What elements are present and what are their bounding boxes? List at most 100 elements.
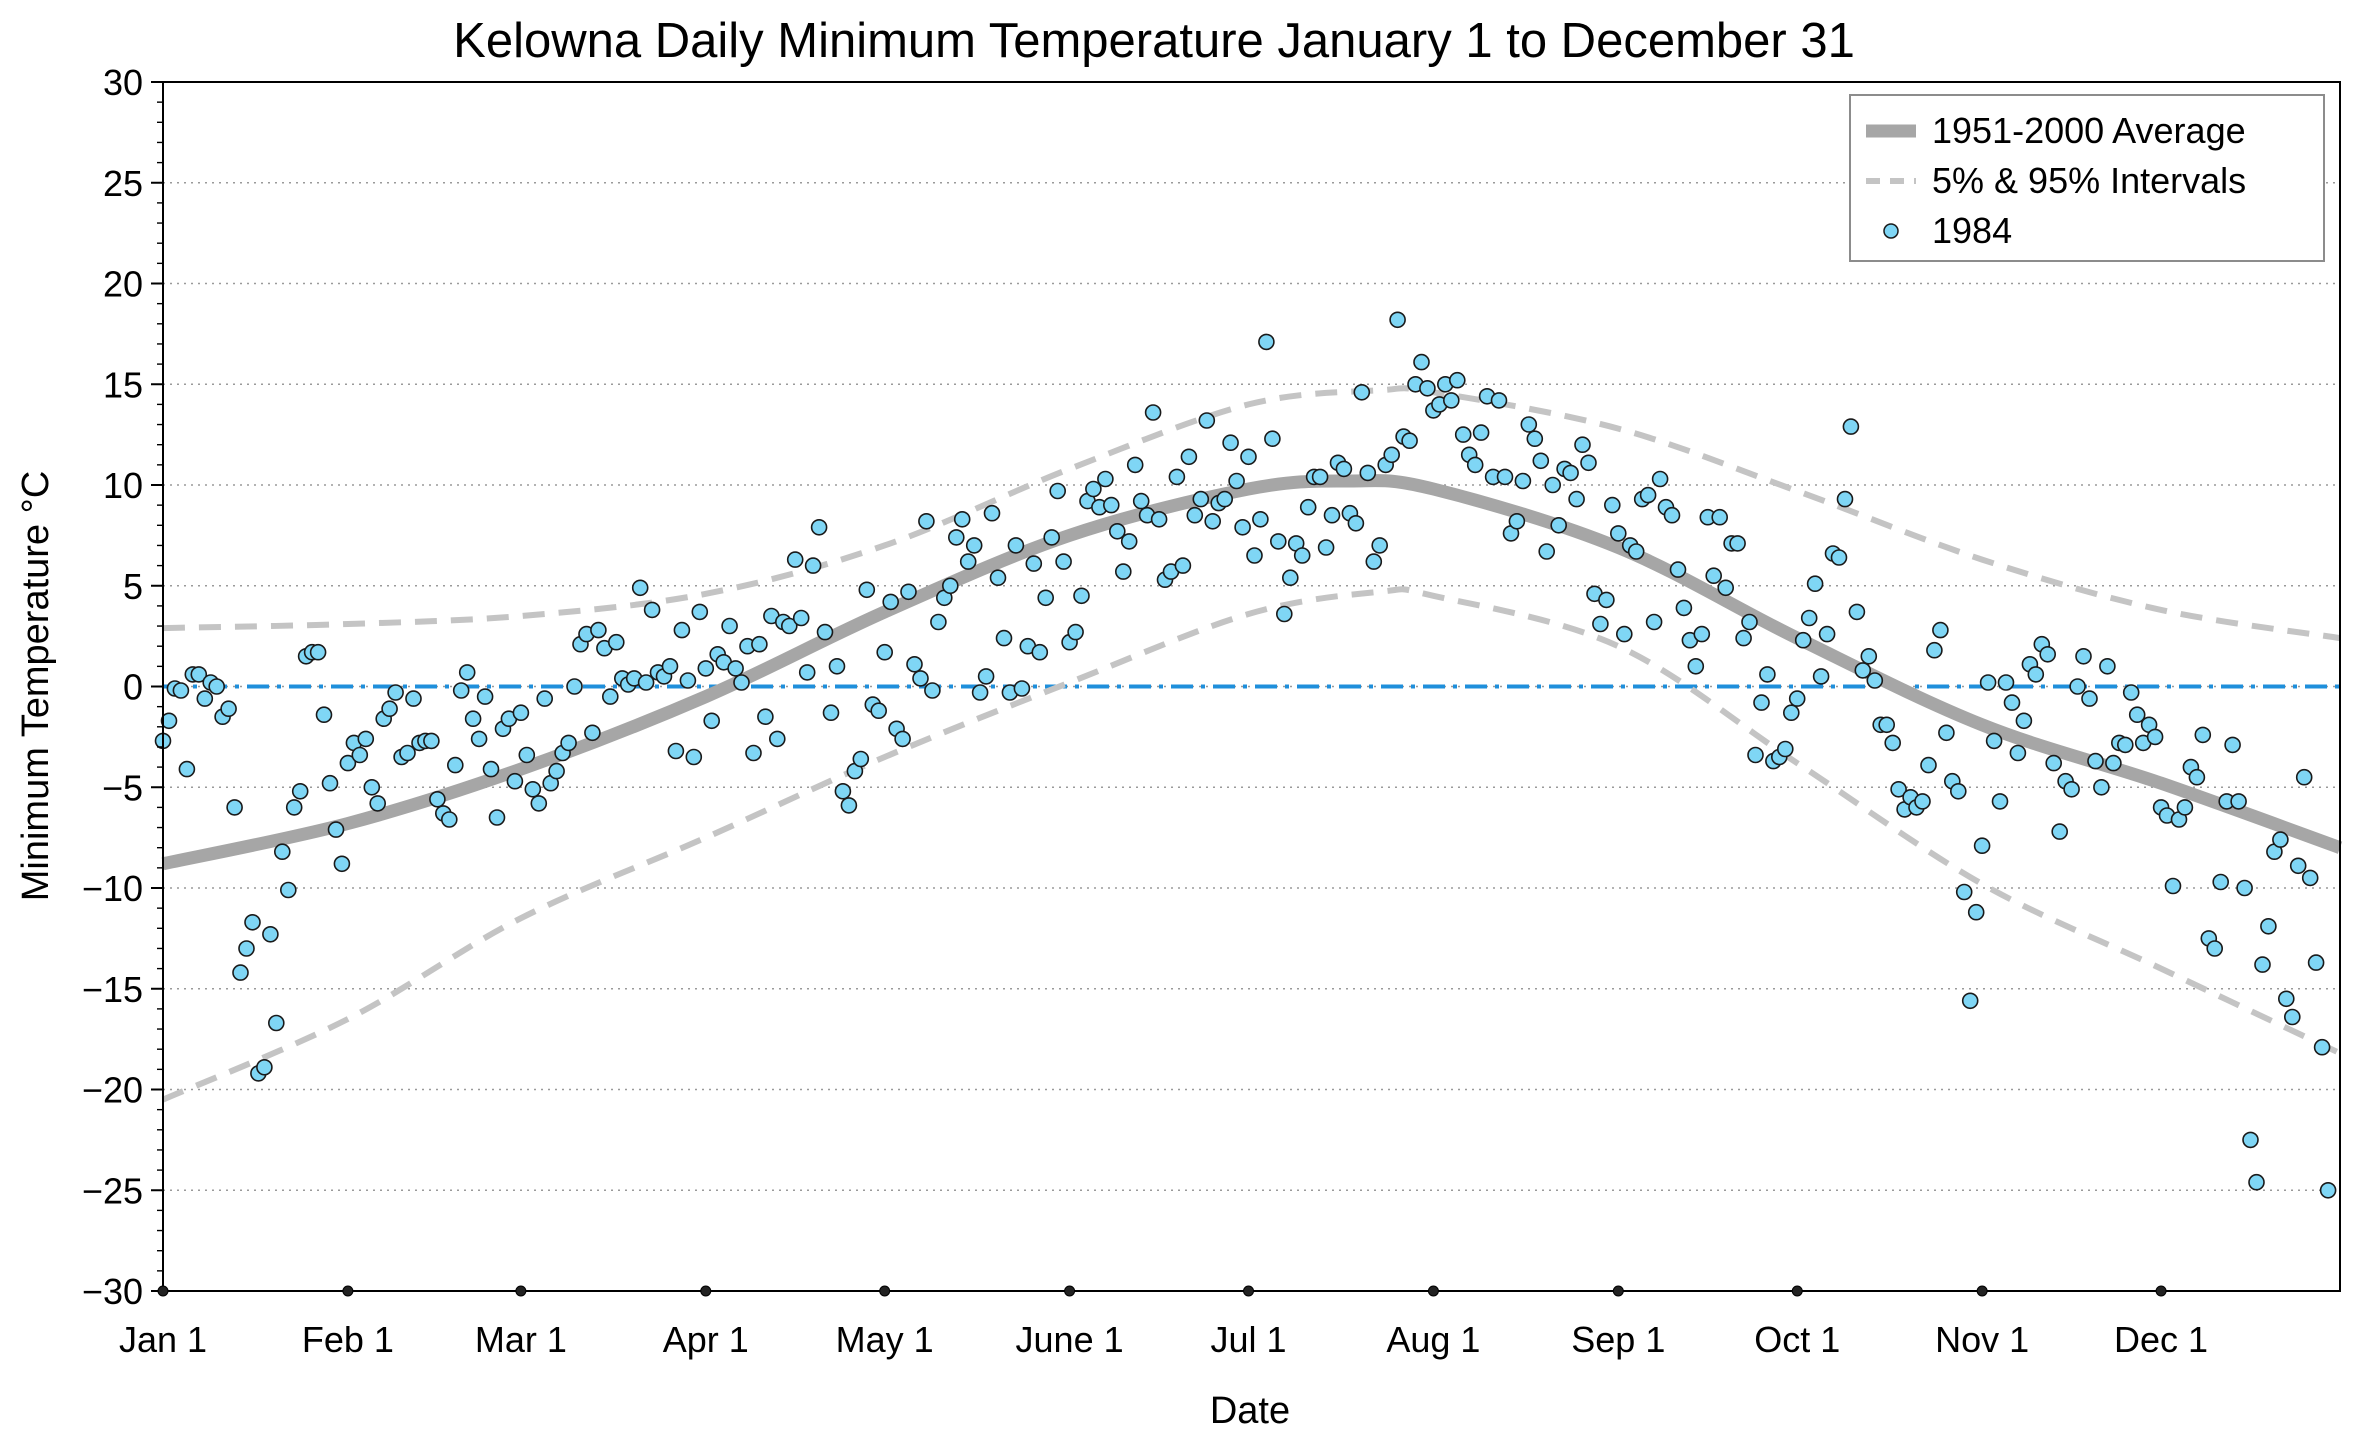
data-point bbox=[1222, 434, 1239, 452]
data-point bbox=[548, 762, 565, 780]
data-point bbox=[1317, 539, 1335, 556]
data-point bbox=[1717, 579, 1734, 597]
x-tick-marker bbox=[1064, 1285, 1076, 1297]
data-point bbox=[518, 746, 536, 764]
data-point bbox=[1592, 615, 1609, 633]
y-axis-label: Minimum Temperature °C bbox=[15, 471, 57, 902]
data-point bbox=[2176, 799, 2194, 816]
data-point bbox=[1508, 512, 1526, 530]
data-point bbox=[333, 855, 351, 873]
data-point bbox=[947, 529, 965, 546]
data-point bbox=[1520, 416, 1538, 433]
data-point bbox=[792, 609, 810, 627]
interval-lower-line bbox=[161, 586, 2342, 1103]
data-point bbox=[446, 756, 464, 774]
data-point bbox=[273, 843, 291, 861]
data-point bbox=[2301, 869, 2319, 887]
data-point bbox=[1627, 543, 1645, 560]
data-point bbox=[285, 799, 303, 816]
x-tick-label: Dec 1 bbox=[2114, 1319, 2208, 1360]
x-tick-marker bbox=[515, 1285, 527, 1297]
data-point bbox=[1854, 662, 1872, 679]
data-point bbox=[1168, 468, 1186, 486]
data-point bbox=[691, 603, 709, 621]
data-point bbox=[387, 684, 404, 701]
data-point bbox=[1359, 464, 1377, 482]
data-point bbox=[995, 629, 1013, 647]
data-points bbox=[154, 311, 2337, 1199]
data-point bbox=[1651, 470, 1669, 488]
data-point bbox=[1299, 498, 1317, 516]
interval-upper-line bbox=[162, 385, 2341, 642]
legend-box bbox=[1849, 94, 2325, 262]
data-point bbox=[267, 1014, 285, 1032]
x-tick-label: Jul 1 bbox=[1210, 1319, 1286, 1360]
data-point bbox=[1246, 547, 1263, 564]
data-point bbox=[363, 778, 381, 796]
y-tick-label: 5 bbox=[123, 566, 143, 607]
data-point bbox=[2212, 873, 2229, 891]
data-point bbox=[244, 913, 261, 931]
data-point bbox=[971, 684, 989, 701]
data-point bbox=[1180, 448, 1198, 466]
data-point bbox=[637, 674, 655, 691]
data-point bbox=[798, 664, 816, 681]
data-point bbox=[607, 633, 625, 651]
data-point bbox=[2087, 752, 2104, 770]
data-point bbox=[1950, 782, 1967, 800]
data-point bbox=[190, 666, 208, 683]
data-point bbox=[780, 617, 798, 635]
y-tick-label: −30 bbox=[82, 1271, 143, 1312]
data-point bbox=[2045, 754, 2062, 772]
x-tick-label: Nov 1 bbox=[1935, 1319, 2029, 1360]
data-point bbox=[1252, 510, 1269, 528]
data-point bbox=[2313, 1038, 2331, 1056]
data-point bbox=[1788, 690, 1806, 707]
data-point bbox=[1747, 746, 1764, 764]
data-point bbox=[1109, 522, 1126, 540]
data-point bbox=[399, 744, 416, 762]
data-point bbox=[351, 746, 369, 764]
x-tick-label: Apr 1 bbox=[663, 1319, 749, 1360]
data-point bbox=[1228, 472, 1245, 490]
data-point bbox=[405, 690, 422, 707]
data-point bbox=[2099, 657, 2116, 675]
x-tick-label: Mar 1 bbox=[475, 1319, 567, 1360]
data-point bbox=[1735, 629, 1752, 647]
data-point bbox=[1806, 575, 1824, 593]
data-point bbox=[1979, 674, 1997, 691]
data-point bbox=[357, 730, 375, 748]
data-point bbox=[339, 754, 357, 772]
data-point bbox=[721, 617, 738, 635]
data-point bbox=[1103, 496, 1120, 514]
data-point bbox=[1490, 392, 1508, 409]
data-point bbox=[536, 690, 554, 707]
data-point bbox=[1389, 311, 1406, 329]
data-point bbox=[1687, 657, 1705, 675]
data-point bbox=[2105, 754, 2122, 772]
data-point bbox=[2164, 877, 2182, 895]
data-point bbox=[2254, 956, 2271, 973]
legend-1984-label: 1984 bbox=[1932, 210, 2012, 251]
data-point bbox=[512, 704, 530, 722]
data-point bbox=[870, 702, 888, 720]
data-point bbox=[208, 678, 225, 695]
data-point bbox=[941, 577, 959, 595]
data-point bbox=[1550, 516, 1567, 534]
data-point bbox=[458, 664, 476, 681]
data-point bbox=[530, 795, 548, 812]
data-point bbox=[482, 760, 500, 778]
data-point bbox=[1258, 333, 1275, 351]
data-point bbox=[1794, 631, 1812, 649]
data-point bbox=[1610, 525, 1627, 542]
data-point bbox=[1031, 643, 1049, 661]
data-point bbox=[2122, 684, 2140, 701]
data-point bbox=[601, 688, 619, 705]
gridlines bbox=[163, 182, 2340, 1191]
data-point bbox=[876, 643, 894, 661]
data-point bbox=[1800, 609, 1818, 627]
data-point bbox=[1240, 448, 1257, 466]
x-tick-label: May 1 bbox=[836, 1319, 934, 1360]
data-point bbox=[2224, 736, 2241, 754]
data-point bbox=[924, 682, 941, 699]
